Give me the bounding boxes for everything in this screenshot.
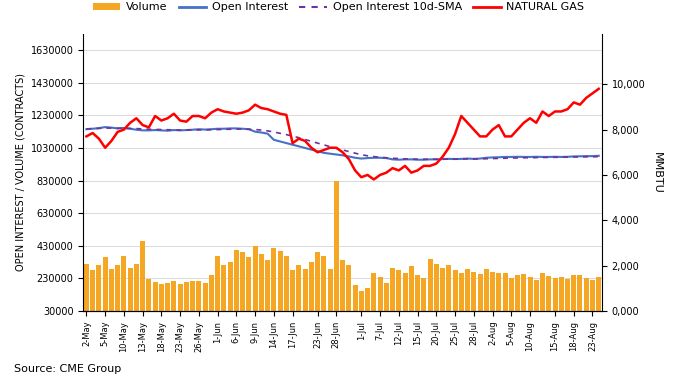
Bar [378, 277, 383, 316]
Bar [297, 265, 301, 316]
Bar [121, 256, 127, 316]
Y-axis label: OPEN INTEREST / VOLUME (CONTRACTS): OPEN INTEREST / VOLUME (CONTRACTS) [15, 73, 25, 271]
Bar [334, 181, 338, 316]
Bar [409, 266, 414, 316]
Bar [521, 274, 526, 316]
Bar [309, 262, 314, 316]
Bar [565, 279, 570, 316]
Bar [246, 257, 251, 316]
Bar [202, 283, 208, 316]
Bar [165, 283, 170, 316]
Bar [440, 268, 445, 316]
Bar [390, 268, 395, 316]
Bar [428, 259, 433, 316]
Bar [290, 270, 295, 316]
Bar [84, 264, 89, 316]
Bar [328, 268, 332, 316]
Bar [396, 270, 401, 316]
Bar [340, 260, 345, 316]
Bar [315, 252, 320, 316]
Bar [184, 282, 189, 316]
Bar [540, 273, 545, 316]
Bar [152, 282, 158, 316]
Bar [371, 273, 376, 316]
Bar [303, 268, 307, 316]
Bar [403, 273, 408, 316]
Bar [546, 276, 551, 316]
Bar [271, 248, 276, 316]
Bar [190, 281, 195, 316]
Text: Source: CME Group: Source: CME Group [14, 364, 121, 374]
Bar [365, 288, 370, 316]
Y-axis label: MMBTU: MMBTU [652, 152, 662, 193]
Bar [265, 260, 270, 316]
Bar [128, 268, 133, 316]
Bar [109, 268, 114, 316]
Bar [115, 265, 120, 316]
Bar [421, 277, 427, 316]
Bar [159, 284, 164, 316]
Bar [347, 265, 351, 316]
Bar [227, 262, 233, 316]
Bar [209, 275, 214, 316]
Bar [434, 265, 439, 316]
Bar [234, 250, 239, 316]
Bar [552, 278, 557, 316]
Bar [215, 256, 220, 316]
Bar [415, 275, 420, 316]
Bar [353, 285, 357, 316]
Bar [484, 268, 489, 316]
Bar [284, 256, 289, 316]
Bar [596, 277, 601, 316]
Bar [134, 265, 139, 316]
Bar [259, 254, 264, 316]
Bar [477, 274, 483, 316]
Bar [471, 272, 477, 316]
Bar [577, 275, 582, 316]
Legend: Volume, Open Interest, Open Interest 10d-SMA, NATURAL GAS: Volume, Open Interest, Open Interest 10d… [88, 0, 589, 17]
Bar [452, 270, 458, 316]
Bar [590, 280, 595, 316]
Bar [446, 265, 452, 316]
Bar [196, 281, 201, 316]
Bar [527, 277, 533, 316]
Bar [502, 273, 508, 316]
Bar [490, 272, 495, 316]
Bar [146, 279, 152, 316]
Bar [584, 278, 589, 316]
Bar [465, 268, 470, 316]
Bar [96, 265, 102, 316]
Bar [571, 275, 576, 316]
Bar [171, 281, 177, 316]
Bar [515, 275, 520, 316]
Bar [509, 277, 514, 316]
Bar [278, 251, 282, 316]
Bar [221, 265, 226, 316]
Bar [103, 257, 108, 316]
Bar [240, 252, 245, 316]
Bar [384, 283, 389, 316]
Bar [459, 273, 464, 316]
Bar [559, 277, 564, 316]
Bar [90, 270, 95, 316]
Bar [359, 291, 364, 316]
Bar [322, 256, 326, 316]
Bar [253, 246, 257, 316]
Bar [140, 241, 145, 316]
Bar [496, 273, 501, 316]
Bar [533, 280, 539, 316]
Bar [177, 284, 183, 316]
